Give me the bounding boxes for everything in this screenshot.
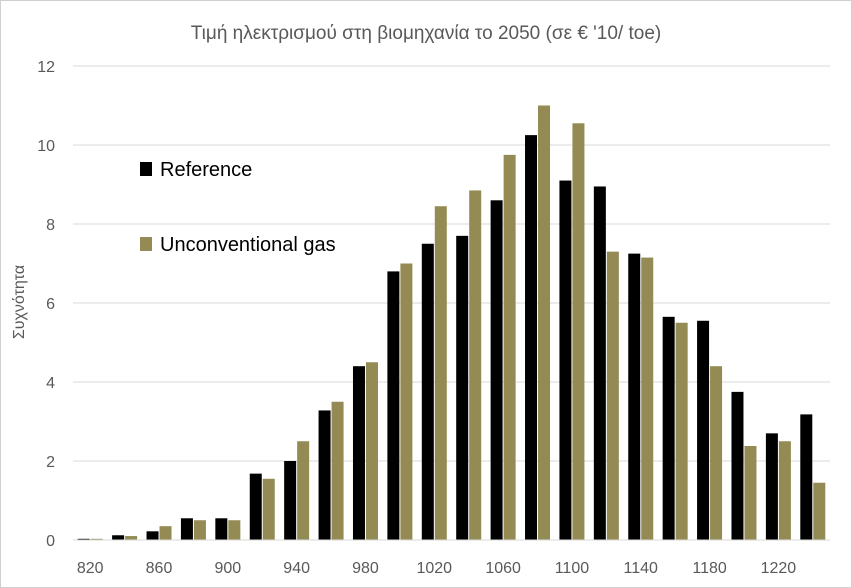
y-axis-label: Συχνότητα <box>11 265 28 339</box>
bar-unconventional-gas <box>572 123 585 541</box>
bar-reference <box>215 518 228 540</box>
bar-reference <box>421 243 434 540</box>
bar-reference <box>456 235 469 540</box>
y-tick-label: 0 <box>46 533 55 550</box>
bar-reference <box>318 410 331 540</box>
y-tick-label: 6 <box>46 296 55 313</box>
bar-unconventional-gas <box>125 536 138 540</box>
bar-unconventional-gas <box>434 206 447 540</box>
bar-unconventional-gas <box>538 105 551 540</box>
bar-reference <box>628 253 641 540</box>
bars <box>77 105 826 541</box>
bar-reference <box>731 391 744 540</box>
x-tick-label: 1180 <box>692 560 727 577</box>
legend-swatch-reference <box>140 162 152 176</box>
x-tick-label: 860 <box>146 560 173 577</box>
bar-unconventional-gas <box>710 366 723 540</box>
legend-label-reference: Reference <box>160 159 252 181</box>
x-tick-label: 1100 <box>555 560 590 577</box>
bar-unconventional-gas <box>228 520 241 540</box>
bar-unconventional-gas <box>90 538 103 540</box>
y-tick-label: 2 <box>46 454 55 471</box>
x-tick-label: 940 <box>283 560 310 577</box>
bar-unconventional-gas <box>400 263 413 540</box>
bar-reference <box>284 461 297 540</box>
bar-unconventional-gas <box>365 362 378 540</box>
bar-unconventional-gas <box>193 520 206 540</box>
bar-reference <box>146 531 159 540</box>
bar-unconventional-gas <box>159 526 172 540</box>
y-tick-label: 12 <box>37 59 55 76</box>
y-tick-label: 10 <box>37 138 55 155</box>
bar-reference <box>490 200 503 541</box>
bar-unconventional-gas <box>778 441 791 540</box>
x-tick-label: 980 <box>352 560 379 577</box>
bar-reference <box>697 320 710 540</box>
y-tick-label: 8 <box>46 217 55 234</box>
bar-reference <box>180 518 193 540</box>
bar-unconventional-gas <box>606 251 619 540</box>
legend: Reference Unconventional gas <box>140 159 336 256</box>
bar-unconventional-gas <box>641 257 654 540</box>
bar-reference <box>352 366 365 540</box>
y-tick-label: 4 <box>46 375 55 392</box>
bar-reference <box>559 180 572 541</box>
bar-reference <box>765 433 778 540</box>
bar-reference <box>249 473 262 540</box>
bar-unconventional-gas <box>675 322 688 540</box>
y-axis-ticks: 0 2 4 6 8 10 12 <box>37 59 55 550</box>
x-tick-label: 1060 <box>485 560 521 577</box>
x-tick-label: 1220 <box>761 560 797 577</box>
bar-unconventional-gas <box>331 401 344 540</box>
legend-label-unconventional-gas: Unconventional gas <box>160 234 336 256</box>
bar-reference <box>77 538 90 540</box>
x-tick-label: 900 <box>214 560 241 577</box>
bar-unconventional-gas <box>469 190 482 541</box>
bar-unconventional-gas <box>503 154 516 540</box>
chart-title: Τιμή ηλεκτρισμού στη βιομηχανία το 2050 … <box>191 23 661 44</box>
x-tick-label: 820 <box>77 560 104 577</box>
bar-reference <box>662 316 675 540</box>
bar-reference <box>112 535 125 540</box>
bar-reference <box>525 135 538 540</box>
bar-reference <box>387 271 400 540</box>
bar-reference <box>593 186 606 540</box>
bar-unconventional-gas <box>262 478 275 540</box>
bar-unconventional-gas <box>744 445 757 540</box>
x-axis-ticks: 820 860 900 940 980 1020 1060 1100 1140 1180 1220 <box>77 560 796 577</box>
x-tick-label: 1140 <box>624 560 659 577</box>
bar-reference <box>800 414 813 540</box>
legend-swatch-unconventional-gas <box>140 237 152 251</box>
bar-unconventional-gas <box>813 482 826 540</box>
bar-unconventional-gas <box>297 441 310 540</box>
x-tick-label: 1020 <box>416 560 452 577</box>
